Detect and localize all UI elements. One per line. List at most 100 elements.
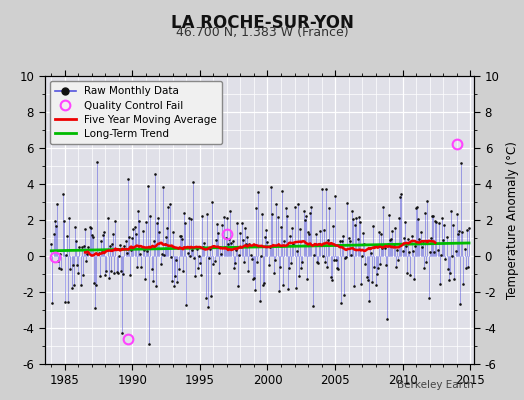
Point	[75, 244, 84, 250]
Point	[69, 262, 77, 268]
Point	[255, 298, 264, 304]
Point	[136, 250, 145, 257]
Point	[230, 265, 238, 272]
Point	[363, 273, 371, 280]
Point	[293, 201, 302, 207]
Point	[130, 224, 139, 230]
Point	[49, 231, 58, 238]
Point	[114, 269, 122, 276]
Point	[465, 225, 473, 232]
Point	[380, 245, 389, 251]
Point	[197, 272, 205, 278]
Point	[159, 184, 167, 190]
Point	[342, 254, 351, 260]
Point	[422, 259, 430, 266]
Point	[306, 210, 314, 217]
Point	[106, 242, 114, 249]
Point	[92, 282, 101, 288]
Point	[143, 248, 151, 254]
Point	[282, 212, 291, 219]
Legend: Raw Monthly Data, Quality Control Fail, Five Year Moving Average, Long-Term Tren: Raw Monthly Data, Quality Control Fail, …	[50, 81, 222, 144]
Point	[429, 213, 437, 219]
Point	[379, 204, 388, 210]
Point	[80, 242, 88, 249]
Point	[444, 277, 453, 283]
Point	[123, 250, 131, 256]
Point	[378, 244, 387, 251]
Point	[132, 231, 140, 237]
Point	[157, 250, 166, 257]
Point	[318, 186, 326, 192]
Point	[145, 341, 154, 347]
Point	[267, 184, 275, 190]
Point	[424, 295, 433, 301]
Point	[337, 237, 346, 244]
Point	[74, 270, 82, 277]
Point	[163, 225, 171, 231]
Point	[238, 236, 247, 243]
Point	[330, 256, 338, 263]
Point	[144, 183, 152, 190]
Point	[164, 204, 172, 210]
Point	[279, 282, 288, 288]
Point	[442, 234, 451, 240]
Point	[53, 201, 61, 207]
Point	[154, 214, 162, 221]
Point	[457, 160, 465, 166]
Point	[56, 250, 64, 257]
Point	[369, 222, 377, 229]
Point	[450, 276, 458, 282]
Point	[454, 230, 462, 237]
Point	[324, 237, 333, 244]
Point	[409, 248, 417, 254]
Point	[439, 237, 447, 243]
Point	[61, 299, 69, 306]
Point	[232, 246, 240, 253]
Point	[372, 282, 380, 288]
Point	[206, 246, 214, 252]
Point	[336, 300, 345, 306]
Point	[196, 260, 204, 267]
Point	[434, 220, 443, 226]
Point	[408, 233, 416, 240]
Point	[221, 244, 229, 251]
Point	[99, 232, 107, 238]
Point	[57, 266, 66, 272]
Point	[428, 213, 436, 220]
Point	[390, 224, 399, 231]
Point	[384, 241, 392, 247]
Point	[418, 244, 426, 250]
Point	[287, 260, 296, 266]
Point	[183, 250, 192, 256]
Point	[190, 254, 199, 261]
Point	[413, 204, 421, 210]
Point	[156, 261, 165, 268]
Point	[172, 257, 180, 264]
Point	[270, 270, 278, 276]
Point	[420, 264, 428, 271]
Point	[352, 215, 361, 222]
Point	[127, 247, 135, 254]
Point	[169, 229, 177, 235]
Point	[334, 266, 343, 272]
Point	[328, 276, 336, 283]
Point	[86, 224, 95, 231]
Point	[239, 259, 248, 266]
Point	[48, 300, 57, 306]
Point	[315, 241, 323, 247]
Point	[134, 208, 142, 214]
Point	[312, 230, 320, 237]
Point	[461, 246, 469, 252]
Point	[55, 265, 63, 272]
Point	[464, 264, 472, 270]
Point	[129, 226, 138, 232]
Point	[251, 286, 259, 293]
Point	[189, 179, 198, 185]
Point	[152, 283, 160, 290]
Point	[393, 247, 401, 253]
Point	[226, 208, 235, 214]
Point	[260, 280, 268, 286]
Point	[355, 214, 363, 220]
Point	[443, 266, 452, 272]
Point	[417, 229, 425, 235]
